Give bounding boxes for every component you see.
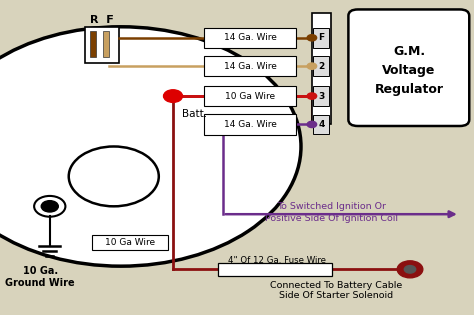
Circle shape <box>307 35 317 41</box>
Bar <box>218 263 332 276</box>
Bar <box>92 235 168 250</box>
Bar <box>313 56 329 76</box>
Circle shape <box>307 93 317 99</box>
Text: 10 Ga Wire: 10 Ga Wire <box>225 92 275 100</box>
Text: 10 Ga Wire: 10 Ga Wire <box>105 238 155 247</box>
Circle shape <box>41 201 58 212</box>
Text: 2: 2 <box>318 62 325 71</box>
Circle shape <box>164 90 182 102</box>
Circle shape <box>404 266 416 273</box>
Text: G.M.
Voltage
Regulator: G.M. Voltage Regulator <box>374 45 444 96</box>
Text: Positive Side Of Ignition Coil: Positive Side Of Ignition Coil <box>265 215 398 223</box>
Text: 14 Ga. Wire: 14 Ga. Wire <box>224 62 276 71</box>
Bar <box>85 27 118 63</box>
Circle shape <box>69 146 159 206</box>
Bar <box>103 31 109 57</box>
Bar <box>204 56 296 76</box>
Text: 3: 3 <box>318 92 325 100</box>
FancyBboxPatch shape <box>348 9 469 126</box>
Text: 14 Ga. Wire: 14 Ga. Wire <box>224 33 276 42</box>
Text: F: F <box>319 33 324 42</box>
Bar <box>313 86 329 106</box>
Text: 14 Ga. Wire: 14 Ga. Wire <box>224 120 276 129</box>
Circle shape <box>0 27 301 266</box>
Circle shape <box>397 261 423 278</box>
Text: R  F: R F <box>90 15 114 26</box>
Text: 4" Of 12 Ga. Fuse Wire: 4" Of 12 Ga. Fuse Wire <box>228 256 326 265</box>
Circle shape <box>34 196 65 217</box>
Bar <box>204 27 296 48</box>
Circle shape <box>307 63 317 69</box>
Text: To Switched Ignition Or: To Switched Ignition Or <box>277 202 386 211</box>
Bar <box>313 28 329 48</box>
Bar <box>90 31 96 57</box>
Text: 10 Ga.
Ground Wire: 10 Ga. Ground Wire <box>6 266 75 288</box>
Text: Connected To Battery Cable: Connected To Battery Cable <box>270 281 403 289</box>
Circle shape <box>307 121 317 128</box>
Text: 4: 4 <box>318 120 325 129</box>
Bar <box>313 115 329 134</box>
Bar <box>204 114 296 135</box>
Text: Side Of Starter Solenoid: Side Of Starter Solenoid <box>280 291 393 300</box>
Bar <box>204 86 296 106</box>
Text: Batt.: Batt. <box>182 109 208 119</box>
Bar <box>312 13 331 124</box>
